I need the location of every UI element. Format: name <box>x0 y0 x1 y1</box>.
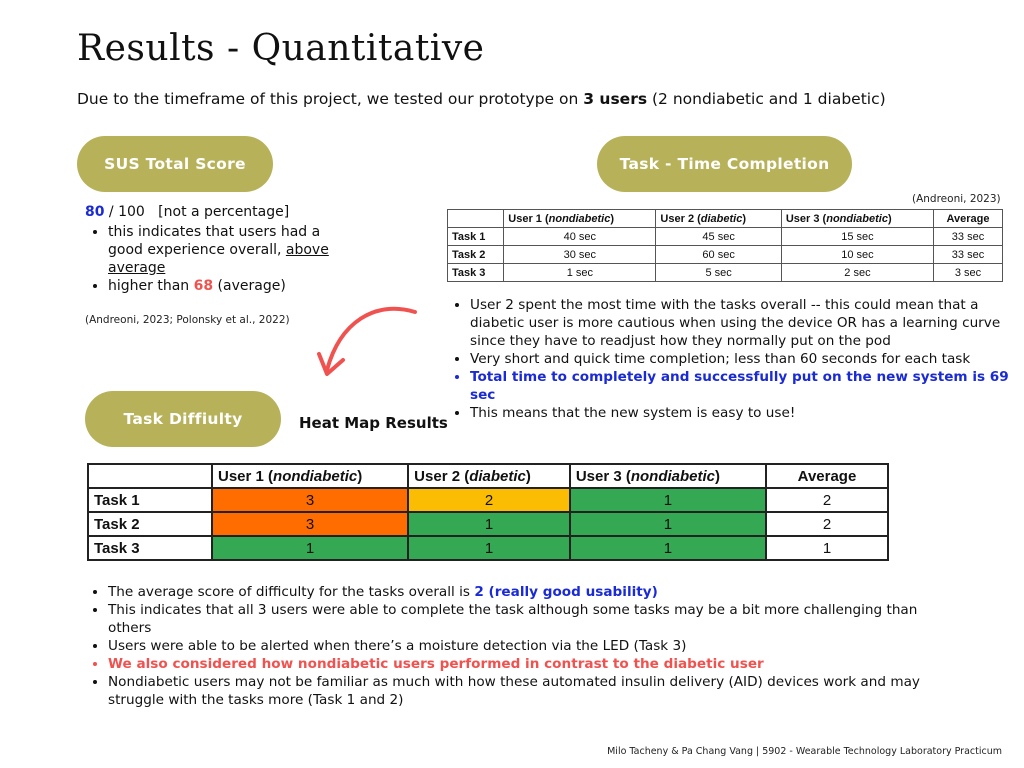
heat-cell: 1 <box>407 511 571 537</box>
column-header: Average <box>765 463 889 489</box>
table-cell: 2 sec <box>780 263 935 282</box>
sus-note-1a: this indicates that users had a good exp… <box>108 224 321 258</box>
sus-note-1b: above average <box>108 242 329 276</box>
table-row: Task 3 1 1 1 1 <box>87 535 889 561</box>
intro-before: Due to the timeframe of this project, we… <box>77 90 584 108</box>
column-header: User 1 (nondiabetic) <box>503 209 657 228</box>
task-difficulty-label: Task Diffiulty <box>85 391 281 447</box>
table-row: Task 2 30 sec 60 sec 10 sec 33 sec <box>446 245 1003 264</box>
table-cell: 40 sec <box>503 227 657 246</box>
table-row: Task 3 1 sec 5 sec 2 sec 3 sec <box>446 263 1003 282</box>
curved-arrow-icon <box>317 306 417 376</box>
difficulty-note-highlight: We also considered how nondiabetic users… <box>108 655 938 673</box>
table-corner-cell <box>87 463 213 489</box>
heat-cell: 3 <box>210 487 410 513</box>
row-label: Task 2 <box>87 511 213 537</box>
column-header: User 2 (diabetic) <box>407 463 571 489</box>
sus-note: higher than 68 (average) <box>108 277 348 295</box>
footer-credits: Milo Tacheny & Pa Chang Vang | 5902 - We… <box>607 746 1002 757</box>
time-note-highlight: Total time to completely and successfull… <box>470 368 1024 404</box>
sus-score-rest: / 100 [not a percentage] <box>104 204 290 220</box>
table-cell: 45 sec <box>655 227 782 246</box>
row-label: Task 2 <box>446 245 505 264</box>
sus-score-value: 80 <box>85 204 105 220</box>
table-cell: 10 sec <box>780 245 935 264</box>
table-cell: 15 sec <box>780 227 935 246</box>
table-header-row: User 1 (nondiabetic) User 2 (diabetic) U… <box>446 209 1003 228</box>
sus-note-2b: (average) <box>213 278 286 294</box>
row-label: Task 1 <box>87 487 213 513</box>
time-completion-table: User 1 (nondiabetic) User 2 (diabetic) U… <box>446 209 1003 282</box>
difficulty-note: Nondiabetic users may not be familiar as… <box>108 673 938 709</box>
sus-note-2a: higher than <box>108 278 194 294</box>
average-cell: 2 <box>765 511 889 537</box>
table-cell: 3 sec <box>933 263 1003 282</box>
average-cell: 2 <box>765 487 889 513</box>
row-label: Task 3 <box>446 263 505 282</box>
intro-user-count: 3 users <box>583 90 648 108</box>
sus-total-score-label: SUS Total Score <box>77 136 273 192</box>
intro-after: (2 nondiabetic and 1 diabetic) <box>647 90 886 108</box>
row-label: Task 1 <box>446 227 505 246</box>
page-title: Results - Quantitative <box>77 28 485 69</box>
difficulty-note: Users were able to be alerted when there… <box>108 637 938 655</box>
table-cell: 33 sec <box>933 245 1003 264</box>
difficulty-note: This indicates that all 3 users were abl… <box>108 601 938 637</box>
time-note: User 2 spent the most time with the task… <box>470 296 1024 350</box>
time-notes-list: User 2 spent the most time with the task… <box>452 296 1024 422</box>
heat-cell: 1 <box>568 535 768 561</box>
sus-score-line: 80 / 100 [not a percentage] <box>85 204 289 220</box>
heat-cell: 2 <box>407 487 571 513</box>
table-cell: 30 sec <box>503 245 657 264</box>
average-cell: 1 <box>765 535 889 561</box>
heat-cell: 1 <box>407 535 571 561</box>
table-cell: 60 sec <box>655 245 782 264</box>
sus-notes-list: this indicates that users had a good exp… <box>90 223 348 295</box>
table-row: Task 1 40 sec 45 sec 15 sec 33 sec <box>446 227 1003 246</box>
table-row: Task 2 3 1 1 2 <box>87 511 889 537</box>
time-note: This means that the new system is easy t… <box>470 404 1024 422</box>
table-cell: 5 sec <box>655 263 782 282</box>
column-header: User 1 (nondiabetic) <box>210 463 410 489</box>
column-header: User 3 (nondiabetic) <box>780 209 935 228</box>
table-row: Task 1 3 2 1 2 <box>87 487 889 513</box>
heat-cell: 3 <box>210 511 410 537</box>
intro-text: Due to the timeframe of this project, we… <box>77 90 886 108</box>
difficulty-note: The average score of difficulty for the … <box>108 583 938 601</box>
row-label: Task 3 <box>87 535 213 561</box>
time-note: Very short and quick time completion; le… <box>470 350 1024 368</box>
difficulty-heat-map-table: User 1 (nondiabetic) User 2 (diabetic) U… <box>87 463 889 561</box>
table-cell: 1 sec <box>503 263 657 282</box>
heat-map-label: Heat Map Results <box>299 414 448 432</box>
time-table-citation: (Andreoni, 2023) <box>912 193 1001 205</box>
table-header-row: User 1 (nondiabetic) User 2 (diabetic) U… <box>87 463 889 489</box>
difficulty-notes-list: The average score of difficulty for the … <box>90 583 938 709</box>
average-difficulty-value: 2 (really good usability) <box>474 584 658 600</box>
task-time-completion-label: Task - Time Completion <box>597 136 852 192</box>
column-header: User 2 (diabetic) <box>655 209 782 228</box>
sus-average-value: 68 <box>193 278 214 294</box>
heat-cell: 1 <box>568 487 768 513</box>
column-header: Average <box>933 209 1003 228</box>
table-cell: 33 sec <box>933 227 1003 246</box>
heat-cell: 1 <box>210 535 410 561</box>
table-corner-cell <box>446 209 505 228</box>
sus-note: this indicates that users had a good exp… <box>108 223 348 277</box>
sus-citation: (Andreoni, 2023; Polonsky et al., 2022) <box>85 314 290 326</box>
column-header: User 3 (nondiabetic) <box>568 463 768 489</box>
heat-cell: 1 <box>568 511 768 537</box>
